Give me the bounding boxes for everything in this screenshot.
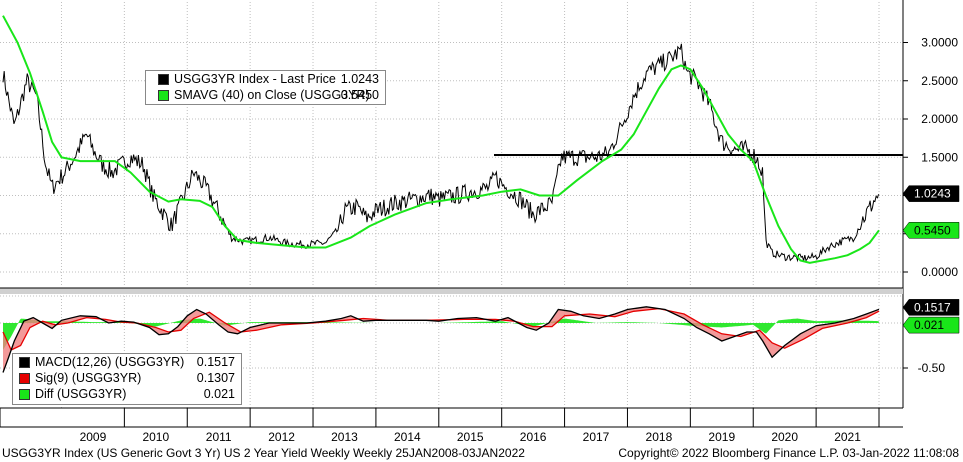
legend-value: 0.5450 [340,88,379,102]
legend-label: SMAVG (40) on Close (USGG3YR) [174,88,370,102]
price-legend: USGG3YR Index - Last Price 1.0243 SMAVG … [145,70,386,105]
diff-last-tag-text: 0.021 [914,318,944,332]
x-tick-label: 2021 [834,430,861,444]
y-tick-label: -0.50 [918,361,946,375]
legend-swatch-macd [19,357,30,368]
panel-divider [0,288,903,294]
price-last-tag-box [902,185,960,202]
price-series-group [2,15,880,264]
smavg-last-tag-box [902,222,960,239]
macd-last-tag-box [902,299,960,316]
x-tick-label: 2014 [394,430,421,444]
legend-swatch-diff [19,389,30,400]
macd-last-tag-text: 0.1517 [914,300,951,314]
legend-label: MACD(12,26) (USGG3YR) [35,355,185,369]
legend-item-price: USGG3YR Index - Last Price 1.0243 [146,71,385,87]
legend-value: 1.0243 [340,72,379,86]
legend-label: Sig(9) (USGG3YR) [35,371,142,385]
x-tick-label: 2010 [142,430,169,444]
x-tick-label: 2009 [80,430,107,444]
y-tick-label: 0.0000 [921,265,958,279]
legend-value: 0.1307 [196,371,235,385]
legend-value: 0.1517 [196,355,235,369]
footer-copyright: Copyright© 2022 Bloomberg Finance L.P. 0… [618,446,959,460]
smavg-last-tag-text: 0.5450 [914,223,951,237]
price-last-tag-text: 1.0243 [914,187,951,201]
price-line [2,43,880,263]
footer-description: USGG3YR Index (US Generic Govt 3 Yr) US … [2,446,525,460]
y-tick-label: 1.5000 [921,150,958,164]
legend-swatch-smavg [158,90,169,101]
main-gridlines [0,2,903,287]
tick-labels-group: 3.00002.50002.00001.50001.00000.50000.00… [80,36,959,445]
macd-legend: MACD(12,26) (USGG3YR) 0.1517 Sig(9) (USG… [12,353,242,405]
legend-label: USGG3YR Index - Last Price [174,72,336,86]
macd-signal-fill [3,306,879,373]
diff-histogram [3,318,879,350]
footer-bar: USGG3YR Index (US Generic Govt 3 Yr) US … [0,445,963,462]
legend-value: 0.021 [203,387,235,401]
x-tick-label: 2017 [583,430,610,444]
macd-line [2,306,880,373]
legend-item-smavg: SMAVG (40) on Close (USGG3YR) 0.5450 [146,87,385,103]
diff-last-tag-box [902,316,960,334]
legend-label: Diff (USGG3YR) [35,387,127,401]
x-tick-label: 2015 [457,430,484,444]
legend-swatch-price [158,74,169,85]
macd-series-group [2,306,880,373]
axes-group [0,0,904,428]
x-tick-label: 2020 [771,430,798,444]
signal-line [2,307,880,351]
smavg-line [2,15,880,264]
x-tick-label: 2019 [708,430,735,444]
chart-svg: 3.00002.50002.00001.50001.00000.50000.00… [0,0,960,445]
y-tick-label: 3.0000 [921,36,958,50]
y-tick-label: 2.0000 [921,112,958,126]
x-tick-label: 2013 [331,430,358,444]
x-tick-label: 2018 [646,430,673,444]
legend-item-diff: Diff (USGG3YR) 0.021 [13,386,241,402]
legend-item-signal: Sig(9) (USGG3YR) 0.1307 [13,370,241,386]
legend-item-macd: MACD(12,26) (USGG3YR) 0.1517 [13,354,241,370]
x-tick-label: 2012 [268,430,295,444]
x-tick-label: 2011 [206,430,232,444]
last-value-tags-group: 1.0243 0.5450 0.021 0.1517 [902,185,960,334]
y-tick-label: 2.5000 [921,74,958,88]
legend-swatch-signal [19,373,30,384]
x-tick-label: 2016 [520,430,547,444]
